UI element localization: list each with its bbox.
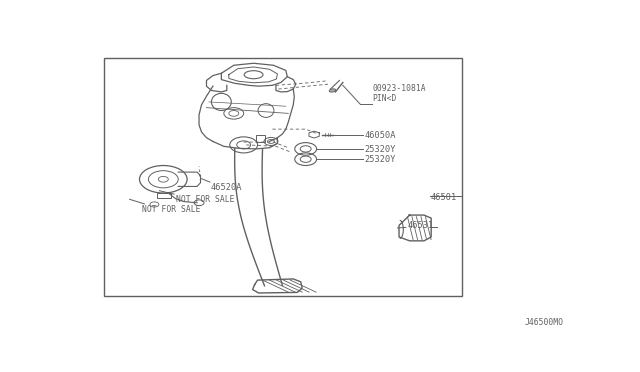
- Text: 46520A: 46520A: [211, 183, 243, 192]
- Text: J46500MO: J46500MO: [525, 318, 564, 327]
- Bar: [157, 193, 172, 198]
- Text: 25320Y: 25320Y: [364, 155, 396, 164]
- Text: 46501: 46501: [431, 193, 457, 202]
- Ellipse shape: [329, 89, 336, 92]
- Text: 46531: 46531: [408, 221, 434, 230]
- Text: 46050A: 46050A: [364, 131, 396, 140]
- Bar: [256, 135, 265, 142]
- Text: 00923-1081A
PIN<D: 00923-1081A PIN<D: [372, 84, 426, 103]
- Text: NOT FOR SALE: NOT FOR SALE: [142, 205, 200, 214]
- Bar: [104, 58, 462, 296]
- Text: NOT FOR SALE: NOT FOR SALE: [176, 195, 234, 204]
- Text: 25320Y: 25320Y: [364, 145, 396, 154]
